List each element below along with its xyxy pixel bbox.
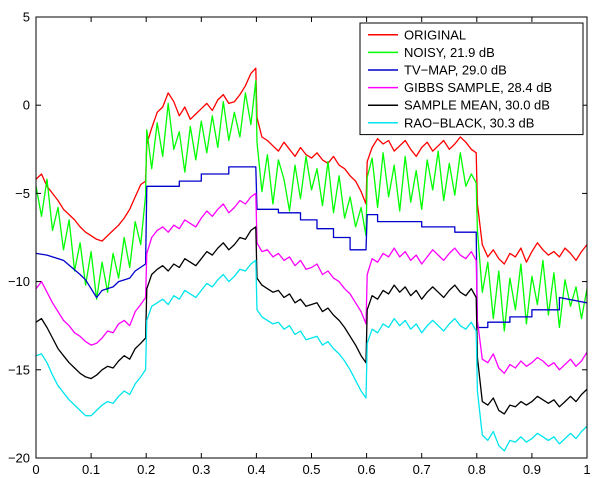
series-line-5 xyxy=(36,259,587,452)
legend: ORIGINAL NOISY, 21.9 dB TV−MAP, 29.0 dB GIB… xyxy=(359,22,584,136)
x-axis: 0 0.1 0.2 0.3 0.4 0.5 0.6 0.7 0.8 0.9 1 xyxy=(32,17,591,477)
x-tick-label: 0.5 xyxy=(302,462,320,477)
y-tick-label: 0 xyxy=(23,98,30,113)
x-tick-label: 0.1 xyxy=(82,462,100,477)
x-tick-label: 0.3 xyxy=(192,462,210,477)
y-tick-label: −15 xyxy=(8,362,30,377)
x-tick-label: 0.6 xyxy=(358,462,376,477)
series-line-0 xyxy=(36,67,587,265)
legend-label-1: NOISY, 21.9 dB xyxy=(404,45,495,60)
series-line-2 xyxy=(36,166,587,329)
legend-label-2: TV−MAP, 29.0 dB xyxy=(404,63,507,78)
y-axis: 5 0 −5 −10 −15 −20 xyxy=(8,10,587,466)
legend-label-3: GIBBS SAMPLE, 28.4 dB xyxy=(404,80,552,95)
x-tick-label: 1 xyxy=(583,462,590,477)
series-layer xyxy=(36,67,587,452)
y-tick-label: −5 xyxy=(15,186,30,201)
legend-box xyxy=(359,22,584,136)
series-line-4 xyxy=(36,226,587,415)
legend-label-0: ORIGINAL xyxy=(404,27,466,42)
x-tick-label: 0 xyxy=(32,462,39,477)
x-tick-label: 0.4 xyxy=(247,462,265,477)
y-tick-label: −10 xyxy=(8,274,30,289)
x-tick-label: 0.9 xyxy=(523,462,541,477)
series-line-1 xyxy=(36,79,587,332)
y-tick-label: −20 xyxy=(8,451,30,466)
legend-label-5: RAO−BLACK, 30.3 dB xyxy=(404,115,534,130)
x-tick-label: 0.7 xyxy=(413,462,431,477)
y-tick-label: 5 xyxy=(23,10,30,25)
x-tick-label: 0.8 xyxy=(468,462,486,477)
series-line-3 xyxy=(36,192,587,374)
x-tick-label: 0.2 xyxy=(137,462,155,477)
legend-label-4: SAMPLE MEAN, 30.0 dB xyxy=(404,98,550,113)
